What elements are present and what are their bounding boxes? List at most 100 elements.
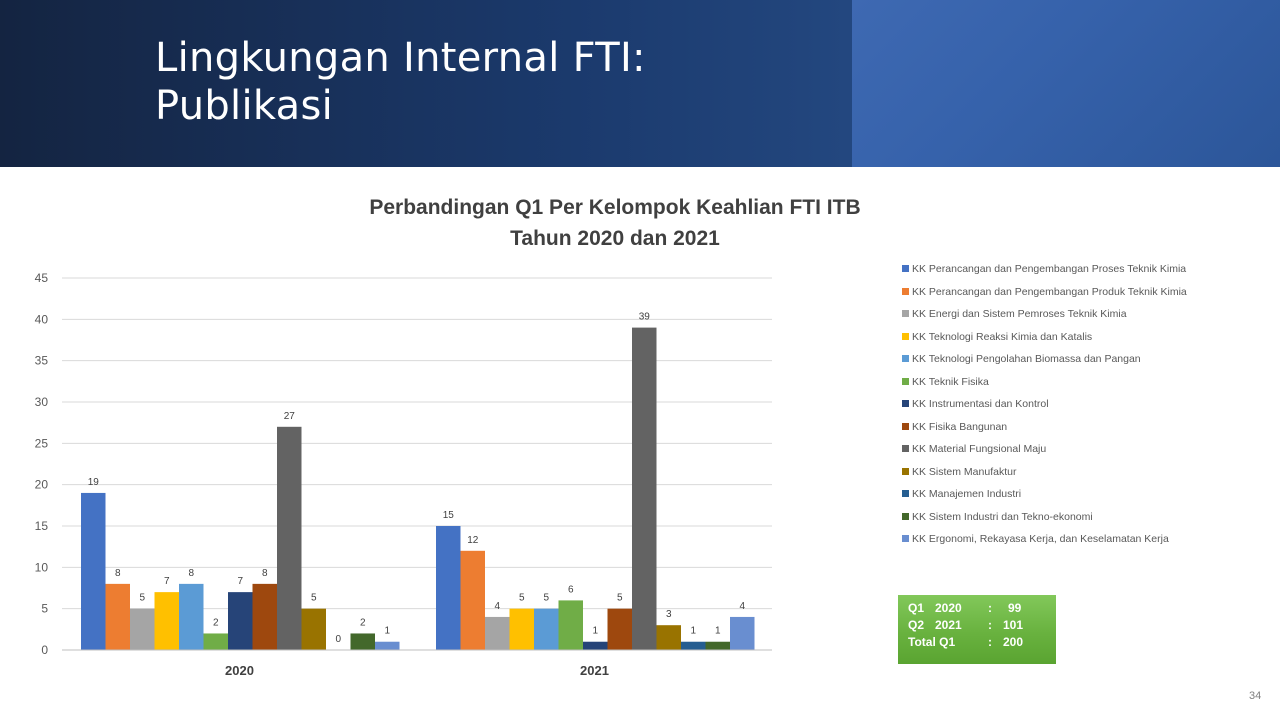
legend-label: KK Manajemen Industri [912,488,1022,500]
legend-label: KK Perancangan dan Pengembangan Produk T… [912,285,1187,298]
bar [558,600,583,650]
legend-item: KK Manajemen Industri [902,483,1232,506]
legend-swatch [902,467,909,475]
x-category-label: 2020 [225,663,254,678]
legend-swatch [902,400,909,407]
summary-separator: : [988,618,992,632]
bar-data-label: 27 [284,411,296,422]
bar-data-label: 8 [115,568,121,579]
legend-item: KK Teknologi Reaksi Kimia dan Katalis [902,326,1232,349]
legend-swatch [902,535,909,542]
summary-year: 2021 [935,618,962,632]
legend-swatch [902,377,909,385]
bar-data-label: 19 [88,477,100,488]
bar [632,327,657,650]
legend-label: KK Material Fungsional Maju [912,443,1047,455]
bar [154,592,179,650]
summary-label: Q1 [908,601,925,615]
legend-item: KK Material Fungsional Maju [902,438,1232,461]
bar-data-label: 1 [592,626,598,637]
bar [105,583,130,650]
legend-swatch [902,490,909,497]
bar [203,633,228,650]
summary-value: 99 [1008,601,1022,615]
bar [485,616,510,650]
legend-item: KK Fisika Bangunan [902,416,1232,439]
legend-item: KK Sistem Industri dan Tekno-ekonomi [902,506,1232,529]
legend-label: KK Sistem Industri dan Tekno-ekonomi [912,510,1093,523]
bar [730,616,755,650]
legend-swatch [902,287,909,295]
legend-label: KK Sistem Manufaktur [912,465,1017,478]
bar-data-label: 6 [568,584,574,595]
bar-data-label: 8 [262,568,268,579]
bar-data-label: 5 [139,593,145,604]
legend-swatch [902,332,909,340]
slide-title: Lingkungan Internal FTI: Publikasi [155,34,646,130]
bar [534,608,559,650]
summary-label: Total Q1 [908,635,956,649]
bar-data-label: 39 [639,312,651,323]
legend-item: KK Instrumentasi dan Kontrol [902,393,1232,416]
y-tick-label: 0 [41,643,48,657]
summary-separator: : [988,601,992,615]
y-tick-label: 40 [35,312,49,326]
x-category-label: 2021 [580,663,609,678]
bar-data-label: 1 [690,626,696,637]
legend-swatch [902,355,909,362]
y-tick-label: 30 [35,395,49,409]
bar [583,641,608,650]
legend-label: KK Perancangan dan Pengembangan Proses T… [912,263,1187,275]
slide-title-line-2: Publikasi [155,83,334,129]
legend-label: KK Teknik Fisika [912,375,989,388]
legend-item: KK Energi dan Sistem Pemroses Teknik Kim… [902,303,1232,326]
bar [375,641,400,650]
y-tick-label: 10 [35,560,49,574]
chart-title-line-2: Tahun 2020 dan 2021 [510,227,720,250]
legend-item: KK Teknik Fisika [902,371,1232,394]
bar-data-label: 2 [360,617,366,628]
summary-separator: : [988,635,992,649]
legend-item: KK Ergonomi, Rekayasa Kerja, dan Keselam… [902,528,1232,551]
chart-title-line-1: Perbandingan Q1 Per Kelompok Keahlian FT… [369,196,861,219]
bar [301,608,326,650]
bar-data-label: 15 [443,510,455,521]
y-tick-label: 45 [35,271,49,285]
slide-title-line-1: Lingkungan Internal FTI: [155,35,646,81]
summary-value: 200 [1003,635,1024,649]
legend-swatch [902,265,909,272]
bar-data-label: 7 [237,576,243,587]
bar [228,592,253,650]
y-tick-label: 20 [35,478,49,492]
chart-title: Perbandingan Q1 Per Kelompok Keahlian FT… [300,192,930,254]
bar [252,583,277,650]
summary-box: Q1 2020 : 99 Q2 2021 : 101 Total Q1 : 20… [898,595,1056,664]
bar [277,426,302,650]
bar-data-label: 2 [213,617,219,628]
bar [607,608,632,650]
legend-swatch [902,512,909,520]
bar [81,492,106,650]
bar-data-label: 5 [543,593,549,604]
y-tick-label: 5 [41,602,48,616]
bar-data-label: 1 [715,626,721,637]
chart-legend: KK Perancangan dan Pengembangan Proses T… [902,258,1232,551]
bar-data-label: 8 [188,568,194,579]
bar [460,550,485,650]
legend-item: KK Perancangan dan Pengembangan Proses T… [902,258,1232,281]
bar-data-label: 5 [519,593,525,604]
bar-data-label: 4 [494,601,500,612]
legend-swatch [902,422,909,430]
bar-chart: 0510152025303540452020198578278275021202… [35,271,772,678]
bar [130,608,155,650]
bar [509,608,534,650]
bar [179,583,204,650]
legend-item: KK Perancangan dan Pengembangan Produk T… [902,281,1232,304]
legend-label: KK Ergonomi, Rekayasa Kerja, dan Keselam… [912,533,1169,545]
bar-data-label: 3 [666,609,672,620]
legend-item: KK Sistem Manufaktur [902,461,1232,484]
legend-label: KK Energi dan Sistem Pemroses Teknik Kim… [912,308,1127,320]
bar [436,526,461,650]
legend-swatch [902,445,909,452]
summary-value: 101 [1003,618,1024,632]
